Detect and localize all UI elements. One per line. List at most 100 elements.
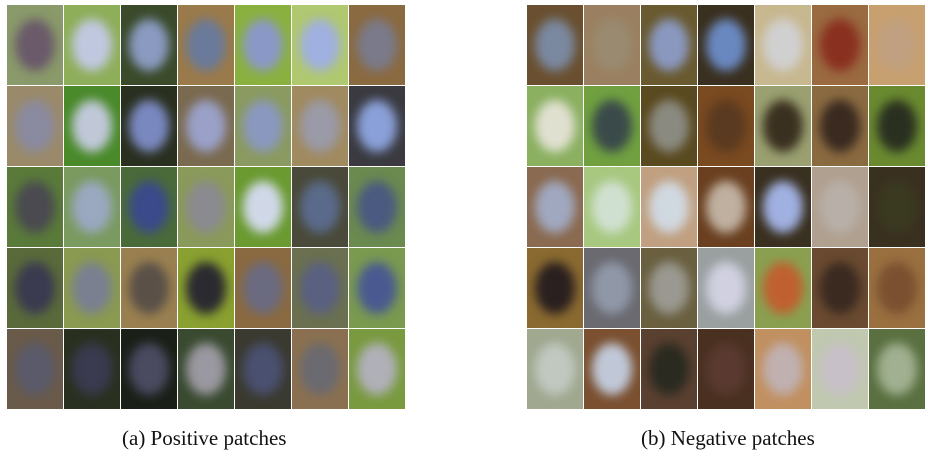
patch-subject: [186, 343, 226, 394]
patch: [349, 167, 405, 247]
patch-subject: [706, 19, 746, 70]
patch: [698, 329, 754, 409]
caption: (a) Positive patches: [122, 426, 286, 451]
patch: [527, 167, 583, 247]
patch-subject: [243, 181, 283, 232]
patch-subject: [186, 262, 226, 313]
patch: [869, 5, 925, 85]
patch: [527, 248, 583, 328]
patch: [869, 86, 925, 166]
patch-subject: [763, 343, 803, 394]
patch-subject: [706, 100, 746, 151]
patch-subject: [300, 343, 340, 394]
patch-subject: [535, 100, 575, 151]
patch: [869, 248, 925, 328]
patch-subject: [877, 19, 917, 70]
patch-subject: [820, 262, 860, 313]
patch-subject: [72, 262, 112, 313]
patch-subject: [706, 181, 746, 232]
patch-subject: [877, 181, 917, 232]
patch-subject: [186, 181, 226, 232]
patch: [178, 86, 234, 166]
patch: [584, 167, 640, 247]
patch-subject: [535, 19, 575, 70]
patch-subject: [72, 181, 112, 232]
patch-subject: [706, 343, 746, 394]
patch-subject: [15, 262, 55, 313]
patch-subject: [186, 100, 226, 151]
patch: [7, 167, 63, 247]
patch: [584, 5, 640, 85]
patch: [7, 248, 63, 328]
patch: [292, 86, 348, 166]
patch: [235, 167, 291, 247]
patch: [178, 248, 234, 328]
patch-subject: [535, 262, 575, 313]
patch-subject: [820, 19, 860, 70]
patch: [641, 329, 697, 409]
patch: [527, 86, 583, 166]
patch-subject: [243, 100, 283, 151]
patch-subject: [129, 262, 169, 313]
patch: [755, 329, 811, 409]
patch: [641, 248, 697, 328]
patch: [527, 5, 583, 85]
patch-subject: [649, 181, 689, 232]
patch-subject: [72, 100, 112, 151]
caption: (b) Negative patches: [641, 426, 815, 451]
patch: [292, 167, 348, 247]
patch-subject: [535, 343, 575, 394]
patch-subject: [129, 181, 169, 232]
patch: [121, 5, 177, 85]
patch-subject: [649, 100, 689, 151]
patch-subject: [649, 19, 689, 70]
patch: [755, 5, 811, 85]
patch: [698, 248, 754, 328]
patch: [869, 167, 925, 247]
patch: [812, 5, 868, 85]
patch: [812, 167, 868, 247]
patch: [349, 329, 405, 409]
patch: [178, 5, 234, 85]
patch-subject: [357, 19, 397, 70]
patch-subject: [820, 181, 860, 232]
patch: [292, 248, 348, 328]
patch-subject: [877, 343, 917, 394]
patch-subject: [763, 19, 803, 70]
patch: [178, 329, 234, 409]
patch: [641, 86, 697, 166]
patch: [349, 86, 405, 166]
patch-subject: [820, 100, 860, 151]
patch: [584, 248, 640, 328]
patch-subject: [15, 343, 55, 394]
patch-subject: [763, 262, 803, 313]
patch-subject: [357, 343, 397, 394]
patch-subject: [357, 100, 397, 151]
patch: [7, 86, 63, 166]
patch: [121, 86, 177, 166]
patch-subject: [186, 19, 226, 70]
patch: [755, 248, 811, 328]
patch: [235, 5, 291, 85]
patch: [641, 5, 697, 85]
patch: [64, 5, 120, 85]
patch-subject: [243, 343, 283, 394]
patch: [64, 167, 120, 247]
patch-subject: [300, 19, 340, 70]
patch-subject: [15, 19, 55, 70]
patch: [121, 329, 177, 409]
patch-subject: [763, 181, 803, 232]
patch: [7, 329, 63, 409]
patch-subject: [592, 343, 632, 394]
patch-subject: [15, 181, 55, 232]
patch-subject: [243, 262, 283, 313]
patch: [64, 248, 120, 328]
negative-grid: [527, 5, 925, 409]
patch-subject: [592, 19, 632, 70]
patch: [869, 329, 925, 409]
patch: [349, 5, 405, 85]
patch: [812, 329, 868, 409]
patch: [698, 86, 754, 166]
patch-subject: [357, 262, 397, 313]
patch: [698, 167, 754, 247]
